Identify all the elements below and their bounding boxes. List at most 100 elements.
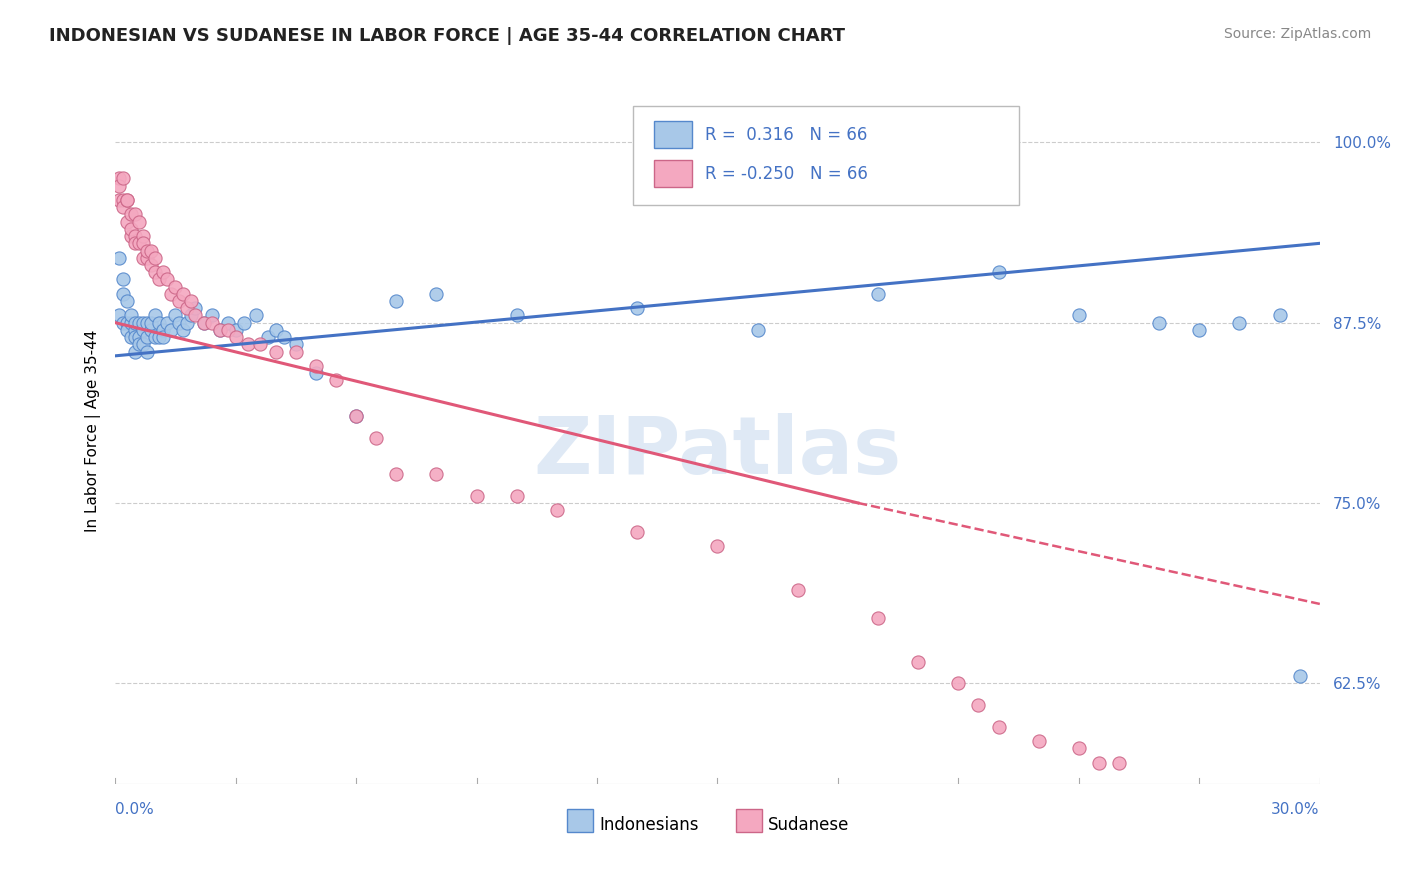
Point bbox=[169, 293, 191, 308]
Point bbox=[425, 286, 447, 301]
Point bbox=[344, 409, 367, 424]
Point bbox=[264, 344, 287, 359]
Point bbox=[385, 467, 408, 482]
Point bbox=[256, 330, 278, 344]
Point bbox=[152, 265, 174, 279]
Point bbox=[124, 236, 146, 251]
Point bbox=[136, 330, 159, 344]
Point bbox=[200, 316, 222, 330]
Text: Source: ZipAtlas.com: Source: ZipAtlas.com bbox=[1223, 27, 1371, 41]
Point bbox=[193, 316, 215, 330]
Point bbox=[115, 293, 138, 308]
Text: R =  0.316   N = 66: R = 0.316 N = 66 bbox=[706, 126, 868, 144]
Text: Sudanese: Sudanese bbox=[768, 815, 849, 833]
Point bbox=[264, 323, 287, 337]
Point bbox=[325, 373, 347, 387]
Text: Indonesians: Indonesians bbox=[599, 815, 699, 833]
Point bbox=[160, 286, 183, 301]
Point bbox=[169, 316, 191, 330]
Point bbox=[128, 337, 150, 351]
Y-axis label: In Labor Force | Age 35-44: In Labor Force | Age 35-44 bbox=[86, 330, 101, 532]
Point bbox=[626, 301, 648, 316]
Point bbox=[128, 236, 150, 251]
Point bbox=[225, 323, 247, 337]
Point bbox=[120, 222, 142, 236]
Point bbox=[165, 279, 187, 293]
Point bbox=[200, 309, 222, 323]
Point bbox=[506, 489, 529, 503]
Point bbox=[165, 309, 187, 323]
Point bbox=[132, 251, 155, 265]
Point bbox=[124, 323, 146, 337]
Point bbox=[1067, 309, 1090, 323]
Point bbox=[1188, 323, 1211, 337]
Point bbox=[236, 337, 259, 351]
Point bbox=[385, 293, 408, 308]
Point bbox=[232, 316, 254, 330]
Point bbox=[124, 330, 146, 344]
Point bbox=[124, 207, 146, 221]
Point bbox=[132, 337, 155, 351]
Point bbox=[120, 309, 142, 323]
Point bbox=[136, 251, 159, 265]
Point bbox=[987, 265, 1010, 279]
Point bbox=[148, 316, 170, 330]
Point bbox=[465, 489, 488, 503]
Point bbox=[284, 344, 307, 359]
Point bbox=[160, 323, 183, 337]
Point bbox=[786, 582, 808, 597]
Point bbox=[344, 409, 367, 424]
Point bbox=[868, 611, 890, 625]
Point bbox=[124, 316, 146, 330]
Point bbox=[546, 503, 568, 517]
Point bbox=[115, 323, 138, 337]
Point bbox=[141, 323, 163, 337]
Point bbox=[120, 207, 142, 221]
Point bbox=[217, 323, 239, 337]
Point bbox=[120, 229, 142, 244]
Point bbox=[1088, 756, 1111, 770]
Point bbox=[217, 316, 239, 330]
Point bbox=[245, 309, 267, 323]
Point bbox=[225, 330, 247, 344]
Point bbox=[156, 316, 179, 330]
Text: 0.0%: 0.0% bbox=[115, 802, 153, 816]
Point bbox=[115, 316, 138, 330]
Point bbox=[506, 309, 529, 323]
Point bbox=[120, 330, 142, 344]
Text: INDONESIAN VS SUDANESE IN LABOR FORCE | AGE 35-44 CORRELATION CHART: INDONESIAN VS SUDANESE IN LABOR FORCE | … bbox=[49, 27, 845, 45]
Point bbox=[249, 337, 271, 351]
Point bbox=[152, 330, 174, 344]
Point bbox=[128, 215, 150, 229]
Point bbox=[907, 655, 929, 669]
Point bbox=[747, 323, 769, 337]
Point bbox=[136, 316, 159, 330]
Point bbox=[132, 316, 155, 330]
Point bbox=[141, 258, 163, 272]
Point bbox=[128, 330, 150, 344]
Point bbox=[184, 301, 207, 316]
Point bbox=[948, 676, 970, 690]
Point bbox=[1268, 309, 1291, 323]
Point bbox=[136, 244, 159, 258]
Point bbox=[208, 323, 231, 337]
Point bbox=[112, 200, 135, 214]
Point bbox=[108, 309, 131, 323]
Point bbox=[115, 215, 138, 229]
Point bbox=[868, 286, 890, 301]
Point bbox=[148, 330, 170, 344]
Point bbox=[152, 323, 174, 337]
Text: ZIPatlas: ZIPatlas bbox=[533, 413, 901, 491]
Point bbox=[108, 251, 131, 265]
Point bbox=[967, 698, 990, 712]
FancyBboxPatch shape bbox=[633, 106, 1019, 204]
Point bbox=[112, 171, 135, 186]
Point bbox=[184, 309, 207, 323]
Point bbox=[1067, 741, 1090, 756]
Point bbox=[1229, 316, 1251, 330]
Point bbox=[156, 272, 179, 286]
Point bbox=[112, 316, 135, 330]
Point bbox=[115, 193, 138, 207]
Point bbox=[136, 344, 159, 359]
FancyBboxPatch shape bbox=[567, 809, 593, 832]
